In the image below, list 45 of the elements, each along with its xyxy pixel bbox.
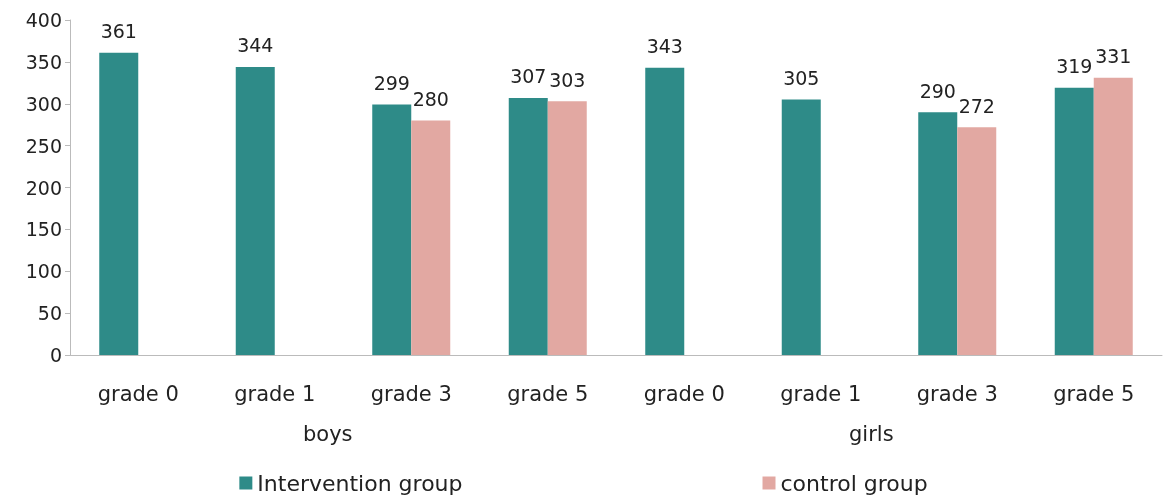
legend-label: Intervention group (257, 470, 463, 496)
data-label: 280 (412, 88, 449, 110)
data-label: 299 (373, 72, 410, 95)
x-tick-label: grade 0 (97, 381, 179, 406)
y-tick-label: 200 (25, 176, 62, 199)
x-tick-label: grade 0 (643, 381, 725, 406)
data-label: 319 (1056, 55, 1093, 78)
x-tick-label: grade 1 (234, 381, 316, 406)
x-tick-label: grade 3 (370, 381, 452, 406)
y-tick-label: 0 (49, 344, 62, 366)
data-label: 343 (646, 35, 683, 58)
y-tick-label: 350 (25, 50, 62, 73)
y-tick-label: 400 (25, 9, 62, 31)
data-label: 305 (783, 67, 820, 90)
x-tick-label: grade 5 (507, 381, 589, 406)
y-tick-label: 50 (37, 302, 62, 325)
bar (781, 99, 821, 355)
data-label: 361 (100, 20, 137, 43)
data-label: 344 (237, 34, 274, 57)
data-label: 290 (919, 79, 956, 102)
bar (918, 112, 958, 355)
data-label: 303 (549, 68, 586, 91)
bar (645, 67, 685, 355)
bar (99, 52, 139, 355)
y-tick-label: 300 (25, 92, 62, 115)
data-label: 272 (958, 94, 995, 117)
y-tick-label: 150 (25, 218, 62, 241)
data-label: 331 (1095, 45, 1132, 68)
y-tick-label: 100 (25, 260, 62, 283)
bar (547, 101, 587, 355)
data-label: 307 (510, 65, 547, 88)
bar (1054, 87, 1094, 355)
bar (235, 66, 275, 355)
text: boys (303, 421, 353, 446)
y-tick-label: 250 (25, 134, 62, 157)
text: girls (849, 421, 894, 446)
x-tick-label: grade 3 (916, 381, 998, 406)
bar (372, 104, 412, 355)
legend-label: control group (780, 470, 928, 496)
x-tick-label: grade 1 (780, 381, 862, 406)
bar (508, 97, 548, 355)
bar (957, 127, 997, 355)
bar (411, 120, 451, 355)
x-tick-label: grade 5 (1053, 381, 1135, 406)
bar (1093, 77, 1133, 355)
